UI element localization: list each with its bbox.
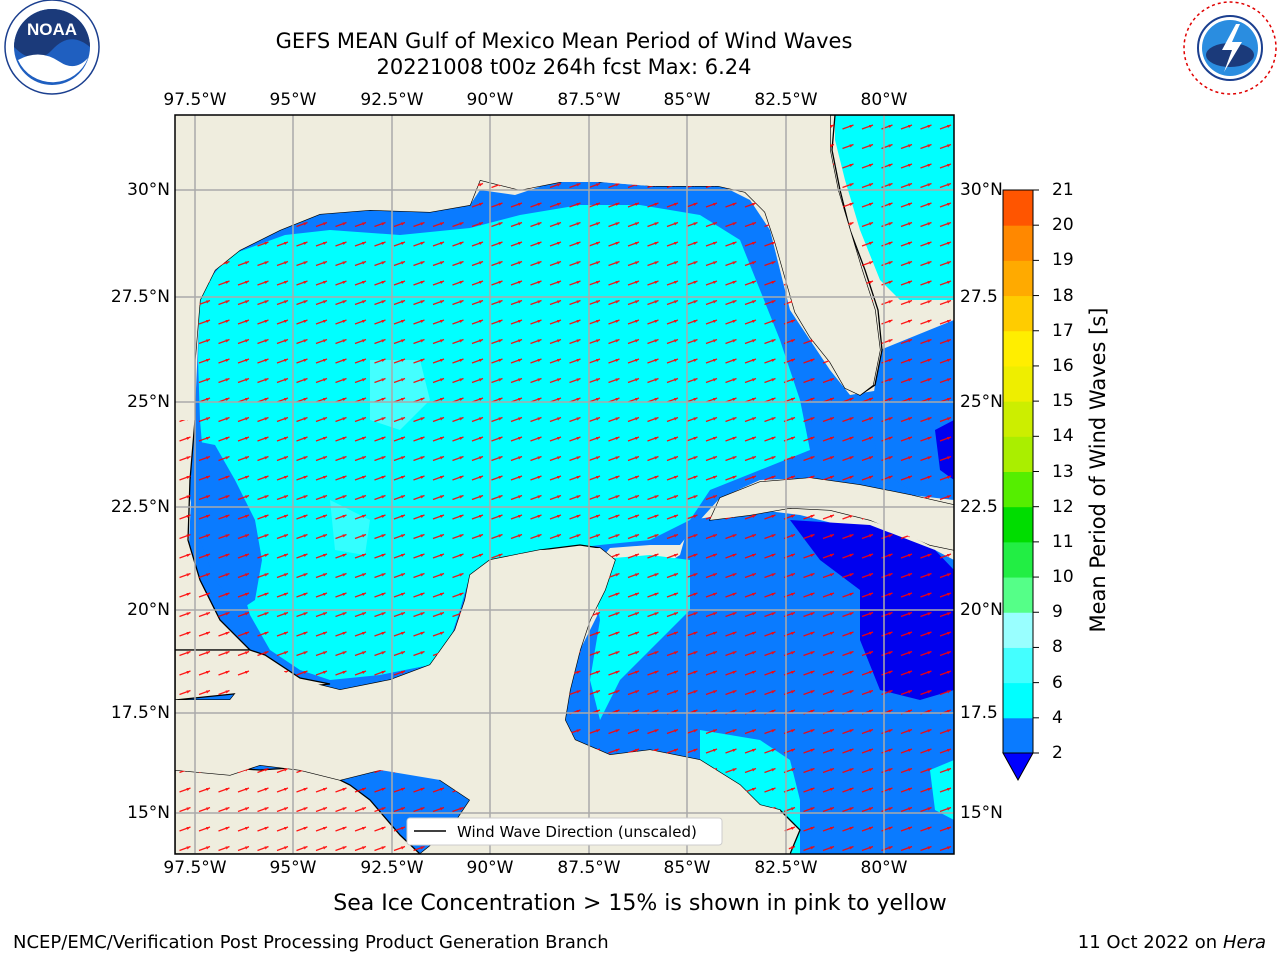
colorbar-label: Mean Period of Wind Waves [s] <box>1086 307 1110 633</box>
colorbar-tick-label: 8 <box>1052 637 1063 658</box>
colorbar-segment <box>1003 401 1033 437</box>
lat-label-right: 27.5 <box>960 287 998 307</box>
lon-label-bottom: 80°W <box>860 858 908 878</box>
colorbar-tick-label: 12 <box>1052 496 1074 517</box>
colorbar-segment <box>1003 225 1033 261</box>
sea-ice-caption: Sea Ice Concentration > 15% is shown in … <box>333 891 947 916</box>
lon-label-top: 97.5°W <box>163 90 227 110</box>
colorbar-tick-label: 21 <box>1052 180 1074 200</box>
lon-label-bottom: 87.5°W <box>557 858 621 878</box>
colorbar-tick-label: 15 <box>1052 391 1074 412</box>
lon-label-top: 92.5°W <box>360 90 424 110</box>
colorbar-tick-label: 18 <box>1052 285 1074 306</box>
colorbar-segment <box>1003 471 1033 508</box>
colorbar-segment <box>1003 295 1033 332</box>
noaa-logo-text: NOAA <box>27 20 77 39</box>
lon-label-bottom: 92.5°W <box>360 858 424 878</box>
footer-host: Hera <box>1222 932 1266 953</box>
lon-label-top: 90°W <box>466 90 514 110</box>
colorbar-segment <box>1003 612 1033 648</box>
lat-label-left: 22.5°N <box>110 497 170 517</box>
lon-label-bottom: 90°W <box>466 858 514 878</box>
colorbar-tick-label: 2 <box>1052 743 1063 763</box>
colorbar-segment <box>1003 330 1033 367</box>
lat-label-right: 30°N <box>960 180 1003 200</box>
colorbar-tick-label: 19 <box>1052 250 1074 271</box>
colorbar-tick-label: 11 <box>1052 531 1074 552</box>
colorbar-segment <box>1003 190 1033 226</box>
lat-label-right: 15°N <box>960 803 1003 823</box>
footer-right: 11 Oct 2022 on Hera <box>1078 932 1266 954</box>
lat-label-right: 17.5 <box>960 703 998 723</box>
lon-label-top: 87.5°W <box>557 90 621 110</box>
lon-label-top: 85°W <box>663 90 711 110</box>
colorbar-segment <box>1003 260 1033 297</box>
lon-label-top: 95°W <box>269 90 317 110</box>
colorbar-tick-label: 16 <box>1052 355 1074 376</box>
lat-label-left: 15°N <box>127 803 170 823</box>
colorbar-tick-label: 13 <box>1052 461 1074 482</box>
colorbar-tick-label: 4 <box>1052 707 1063 728</box>
lon-label-top: 80°W <box>860 90 908 110</box>
lat-label-right: 20°N <box>960 600 1003 620</box>
colorbar-segment <box>1003 717 1033 754</box>
map-legend <box>406 817 723 846</box>
colorbar-segment <box>1003 682 1033 719</box>
lon-label-bottom: 82.5°W <box>754 858 818 878</box>
lat-label-left: 25°N <box>127 392 170 412</box>
colorbar <box>1002 189 1039 782</box>
colorbar-segment <box>1003 647 1033 684</box>
lon-label-top: 82.5°W <box>754 90 818 110</box>
lat-label-right: 22.5 <box>960 497 998 517</box>
colorbar-tick-label: 9 <box>1052 602 1063 623</box>
colorbar-tick-label: 20 <box>1052 215 1074 236</box>
figure-title: GEFS MEAN Gulf of Mexico Mean Period of … <box>275 29 853 53</box>
lat-label-right: 25°N <box>960 392 1003 412</box>
colorbar-tick-label: 14 <box>1052 426 1074 447</box>
colorbar-tick-label: 17 <box>1052 320 1074 341</box>
lat-label-left: 20°N <box>127 600 170 620</box>
legend-label: Wind Wave Direction (unscaled) <box>457 823 697 841</box>
colorbar-tick-label: 10 <box>1052 567 1074 588</box>
colorbar-segment <box>1003 577 1033 613</box>
footer-date: 11 Oct 2022 on <box>1077 932 1223 953</box>
colorbar-segment <box>1003 541 1033 578</box>
colorbar-segment <box>1003 506 1033 543</box>
graticule <box>175 115 954 854</box>
lat-label-left: 30°N <box>127 180 170 200</box>
nws-logo <box>1183 1 1277 95</box>
noaa-logo: NOAA <box>4 0 100 95</box>
lon-label-bottom: 97.5°W <box>163 858 227 878</box>
lat-label-left: 27.5°N <box>110 287 170 307</box>
lon-label-bottom: 85°W <box>663 858 711 878</box>
map-frame <box>174 114 955 855</box>
map-panel <box>175 115 954 854</box>
colorbar-extend <box>1002 752 1034 782</box>
colorbar-segment <box>1003 365 1033 402</box>
footer-left: NCEP/EMC/Verification Post Processing Pr… <box>13 932 609 953</box>
colorbar-segment <box>1003 436 1033 472</box>
figure-subtitle: 20221008 t00z 264h fcst Max: 6.24 <box>376 55 752 79</box>
lon-label-bottom: 95°W <box>269 858 317 878</box>
lat-label-left: 17.5°N <box>110 703 170 723</box>
colorbar-tick-label: 6 <box>1052 672 1063 693</box>
